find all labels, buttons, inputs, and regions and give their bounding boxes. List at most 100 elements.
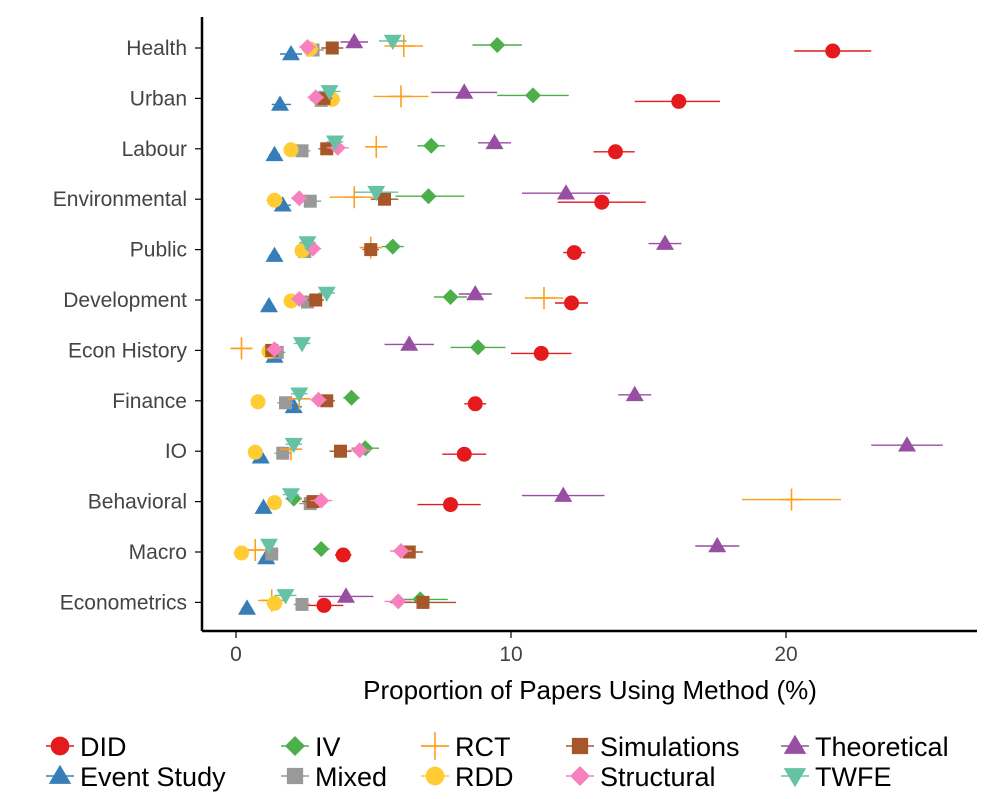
legend-key-marker <box>421 732 449 760</box>
legend-key-marker <box>783 734 807 754</box>
data-point <box>608 144 623 160</box>
series-layer <box>230 33 943 615</box>
data-point <box>656 234 674 250</box>
data-point <box>299 39 316 55</box>
x-tick-label: 0 <box>230 643 242 666</box>
data-point <box>416 595 430 609</box>
data-point <box>295 597 309 611</box>
data-point <box>291 291 308 307</box>
data-point <box>238 599 256 615</box>
data-point <box>265 145 284 162</box>
legend-key-marker <box>570 766 590 786</box>
legend-label: Structural <box>600 762 716 792</box>
data-point <box>443 497 458 513</box>
y-tick-label: Behavioral <box>88 491 187 514</box>
data-point <box>564 295 579 311</box>
data-point <box>293 337 311 353</box>
data-point <box>351 442 368 459</box>
data-point <box>390 85 412 108</box>
data-point <box>456 446 472 462</box>
legend-item-mixed: Mixed <box>281 762 387 792</box>
legend-item-structural: Structural <box>566 762 716 792</box>
x-axis-title: Proportion of Papers Using Method (%) <box>363 675 817 705</box>
data-point <box>383 34 402 50</box>
legend-label: RCT <box>455 732 511 762</box>
data-point <box>442 289 459 305</box>
legend-item-twfe: TWFE <box>781 762 891 792</box>
data-point <box>364 243 378 257</box>
data-point <box>467 396 483 412</box>
data-point <box>260 297 278 313</box>
data-point <box>317 286 336 302</box>
data-point <box>247 444 263 460</box>
data-point <box>298 236 317 252</box>
y-tick-label: Finance <box>112 390 187 413</box>
legend-label: TWFE <box>815 762 891 792</box>
legend-key-marker <box>50 736 70 756</box>
data-point <box>273 196 292 212</box>
data-point <box>470 339 486 356</box>
data-point <box>282 488 300 504</box>
legend-label: DID <box>80 732 127 762</box>
data-point <box>282 45 300 61</box>
data-point <box>566 245 582 261</box>
legend-label: IV <box>315 732 341 762</box>
data-point <box>334 444 347 458</box>
legend-key-marker <box>571 737 589 755</box>
data-point <box>320 142 334 156</box>
data-point <box>271 95 289 111</box>
data-point <box>267 595 282 611</box>
data-point <box>345 33 364 49</box>
data-point <box>291 190 308 207</box>
y-tick-label: Econometrics <box>60 591 187 614</box>
data-point <box>284 437 303 454</box>
legend-key-marker <box>48 764 72 784</box>
data-point <box>260 538 278 554</box>
data-point <box>557 184 575 200</box>
data-point <box>230 337 253 360</box>
series-mixed <box>265 43 333 611</box>
data-point <box>313 492 330 509</box>
data-point <box>343 186 366 209</box>
data-point <box>423 137 440 154</box>
x-tick-label: 20 <box>774 643 797 666</box>
data-point <box>303 194 317 208</box>
y-tick-label: Development <box>63 289 187 312</box>
legend-label: RDD <box>455 762 514 792</box>
data-point <box>267 192 282 208</box>
data-point <box>533 345 549 361</box>
data-point <box>309 293 323 307</box>
data-point <box>378 192 391 206</box>
legend-item-iv: IV <box>281 732 341 762</box>
data-point <box>283 142 299 158</box>
data-point <box>295 144 309 158</box>
data-point <box>825 43 841 59</box>
data-point <box>313 541 330 557</box>
y-tick-label: Health <box>126 37 187 60</box>
data-point <box>276 589 295 605</box>
data-point <box>420 188 437 205</box>
data-point <box>320 85 339 101</box>
data-point <box>234 545 249 561</box>
data-point <box>594 194 610 210</box>
data-point <box>533 287 555 309</box>
legend-key-marker <box>286 767 304 785</box>
data-point <box>780 488 803 511</box>
legend-label: Mixed <box>315 762 387 792</box>
data-point <box>343 389 360 406</box>
y-axis-tick-labels: Health Urban Labour Environmental Public Deve… <box>53 37 188 614</box>
data-point <box>625 385 644 402</box>
series-simulations <box>265 41 456 609</box>
data-point <box>310 391 327 408</box>
legend-item-theoretical: Theoretical <box>781 732 949 762</box>
data-point <box>307 89 324 106</box>
series-event-study <box>238 45 303 615</box>
data-point <box>316 597 332 613</box>
data-point <box>367 185 386 202</box>
data-point <box>400 335 419 351</box>
data-point <box>325 41 339 55</box>
data-point <box>708 537 727 553</box>
data-point <box>390 593 407 610</box>
